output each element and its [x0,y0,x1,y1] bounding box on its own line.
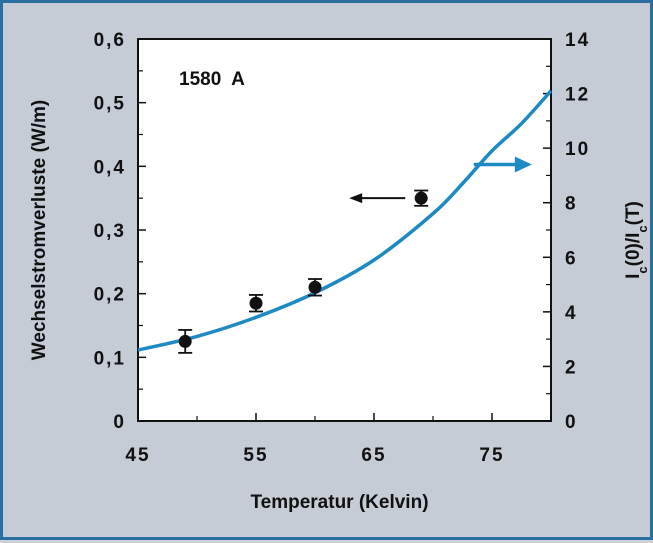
right-axis-title-part: c [635,266,650,273]
left-axis: 0 0,1 0,2 0,3 0,4 0,5 0,6 [94,30,146,433]
right-axis-title-part: (T) [623,201,644,225]
chart-canvas: 0 0,1 0,2 0,3 0,4 0,5 0,6 0 2 4 6 8 10 12 14 45 55 65 75… [29,30,650,513]
right-axis-title-part: c [635,225,650,232]
right-tick-label: 6 [565,248,578,269]
left-tick-label: 0,4 [94,157,126,178]
x-axis-title: Temperatur (Kelvin) [250,492,428,513]
right-tick-label: 0 [565,412,578,433]
right-axis-arrowhead [514,156,532,173]
loss-data-point [178,334,192,348]
right-tick-label: 2 [565,357,578,378]
x-tick-label: 45 [125,445,150,466]
right-axis-title-part: (0)/I [623,233,644,267]
x-tick-label: 75 [479,445,504,466]
x-tick-label: 55 [243,445,268,466]
series-layer [137,89,553,354]
right-axis: 0 2 4 6 8 10 12 14 [543,30,590,433]
x-tick-label: 65 [361,445,386,466]
loss-data-point [249,296,263,310]
left-axis-title: Wechselstromverluste (W/m) [29,100,50,360]
x-axis: 45 55 65 75 [125,413,552,466]
left-tick-label: 0,6 [94,30,126,51]
right-axis-title: Ic(0)/Ic(T) [623,201,650,279]
right-tick-label: 10 [565,139,590,160]
loss-data-point [308,280,322,294]
loss-data-point [414,191,428,205]
left-tick-label: 0,5 [94,94,126,115]
left-axis-arrowhead [349,193,363,204]
right-axis-title-part: I [623,274,644,279]
left-tick-label: 0 [113,412,126,433]
left-tick-label: 0,3 [94,221,126,242]
left-tick-label: 0,2 [94,285,126,306]
right-tick-label: 4 [565,303,578,324]
ic-ratio-curve [137,89,553,352]
right-tick-label: 12 [565,85,590,106]
current-annotation: 1580 A [179,69,245,90]
left-tick-label: 0,1 [94,348,126,369]
plot-area [137,38,552,422]
right-tick-label: 8 [565,194,578,215]
right-tick-label: 14 [565,30,590,51]
